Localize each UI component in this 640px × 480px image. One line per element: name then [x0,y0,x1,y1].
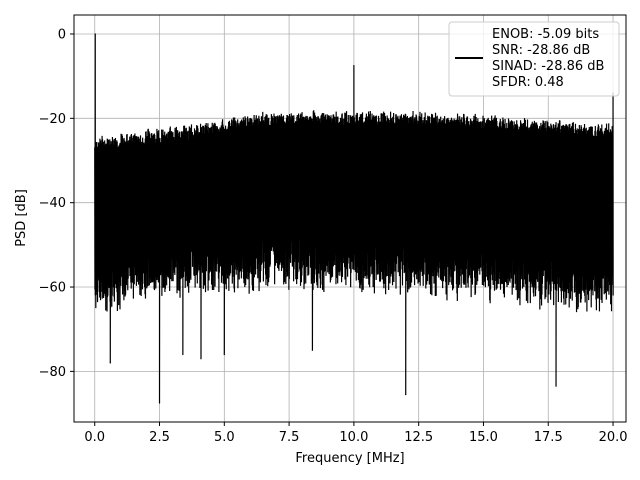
y-axis: 0 −20 −40 −60 −80 [39,27,74,380]
psd-dip-point [311,349,314,351]
y-tick-label: −20 [39,112,66,127]
psd-peak-point [94,33,96,35]
psd-peak-point [353,65,355,67]
psd-dip-point [158,402,161,404]
x-tick-label: 10.0 [339,430,368,445]
x-axis-label: Frequency [MHz] [295,451,404,466]
series-layer [94,33,614,404]
psd-dip-point [223,353,225,356]
psd-series-line [94,33,614,404]
psd-dip-point [200,358,202,360]
legend-entry-sinad: SINAD: -28.86 dB [492,59,604,74]
y-tick-label: −40 [39,196,66,211]
legend-box [448,21,620,97]
x-tick-label: 12.5 [404,430,433,445]
y-tick-label: −60 [39,281,66,296]
psd-dip-point [182,353,184,356]
psd-dip-point [555,385,557,387]
x-tick-label: 0.0 [84,430,105,445]
y-tick-label: −80 [39,365,66,380]
legend: ENOB: -5.09 bits SNR: -28.86 dB SINAD: -… [448,21,620,97]
y-axis-label: PSD [dB] [14,189,29,247]
y-tick-label: 0 [58,27,66,42]
x-tick-label: 20.0 [599,430,628,445]
legend-entry-snr: SNR: -28.86 dB [492,43,590,58]
legend-entry-enob: ENOB: -5.09 bits [492,27,599,42]
x-tick-label: 15.0 [469,430,498,445]
psd-dip-point [405,393,407,396]
x-tick-label: 2.5 [149,430,170,445]
x-tick-label: 5.0 [214,430,235,445]
plot-frame [73,14,627,423]
psd-dip-point [109,362,111,364]
x-tick-label: 17.5 [534,430,563,445]
legend-entry-sfdr: SFDR: 0.48 [492,75,564,90]
x-axis: 0.0 2.5 5.0 7.5 10.0 12.5 15.0 17.5 20.0 [84,422,628,445]
x-tick-label: 7.5 [279,430,300,445]
